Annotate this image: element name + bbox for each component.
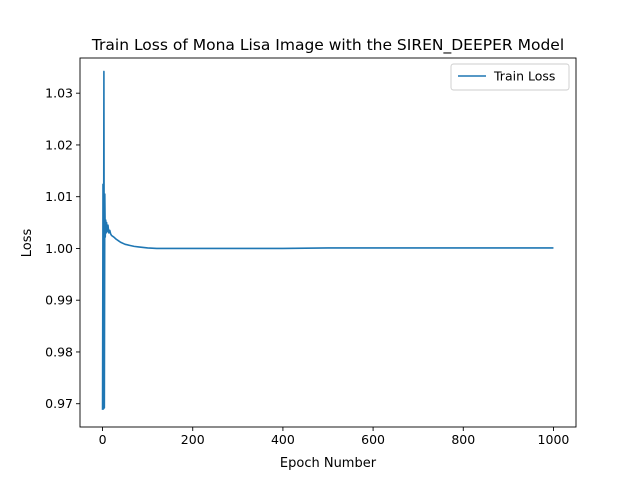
y-axis-ticks: 0.97 0.98 0.99 1.00 1.01 1.02 1.03 xyxy=(45,86,80,411)
legend: Train Loss xyxy=(450,63,570,91)
y-tick-label: 1.03 xyxy=(45,86,73,101)
legend-label: Train Loss xyxy=(493,69,555,84)
x-tick-label: 800 xyxy=(451,432,475,447)
legend-frame xyxy=(450,63,570,91)
x-tick-label: 0 xyxy=(99,432,107,447)
x-axis-label: Epoch Number xyxy=(280,456,377,471)
x-tick-label: 600 xyxy=(361,432,385,447)
y-tick-label: 0.98 xyxy=(45,344,73,359)
plot-frame xyxy=(79,57,577,428)
plot-area xyxy=(79,57,577,428)
y-axis-label: Loss xyxy=(20,229,35,258)
y-tick-label: 1.01 xyxy=(45,189,73,204)
x-axis-ticks: 0 200 400 600 800 1000 xyxy=(99,427,570,447)
x-tick-label: 400 xyxy=(271,432,295,447)
y-tick-label: 1.02 xyxy=(45,137,73,152)
train-loss-line xyxy=(101,70,554,410)
chart-title: Train Loss of Mona Lisa Image with the S… xyxy=(91,36,564,55)
x-tick-label: 200 xyxy=(181,432,205,447)
x-tick-label: 1000 xyxy=(538,432,570,447)
y-tick-label: 0.97 xyxy=(45,396,73,411)
y-tick-label: 0.99 xyxy=(45,293,73,308)
y-tick-label: 1.00 xyxy=(45,241,73,256)
